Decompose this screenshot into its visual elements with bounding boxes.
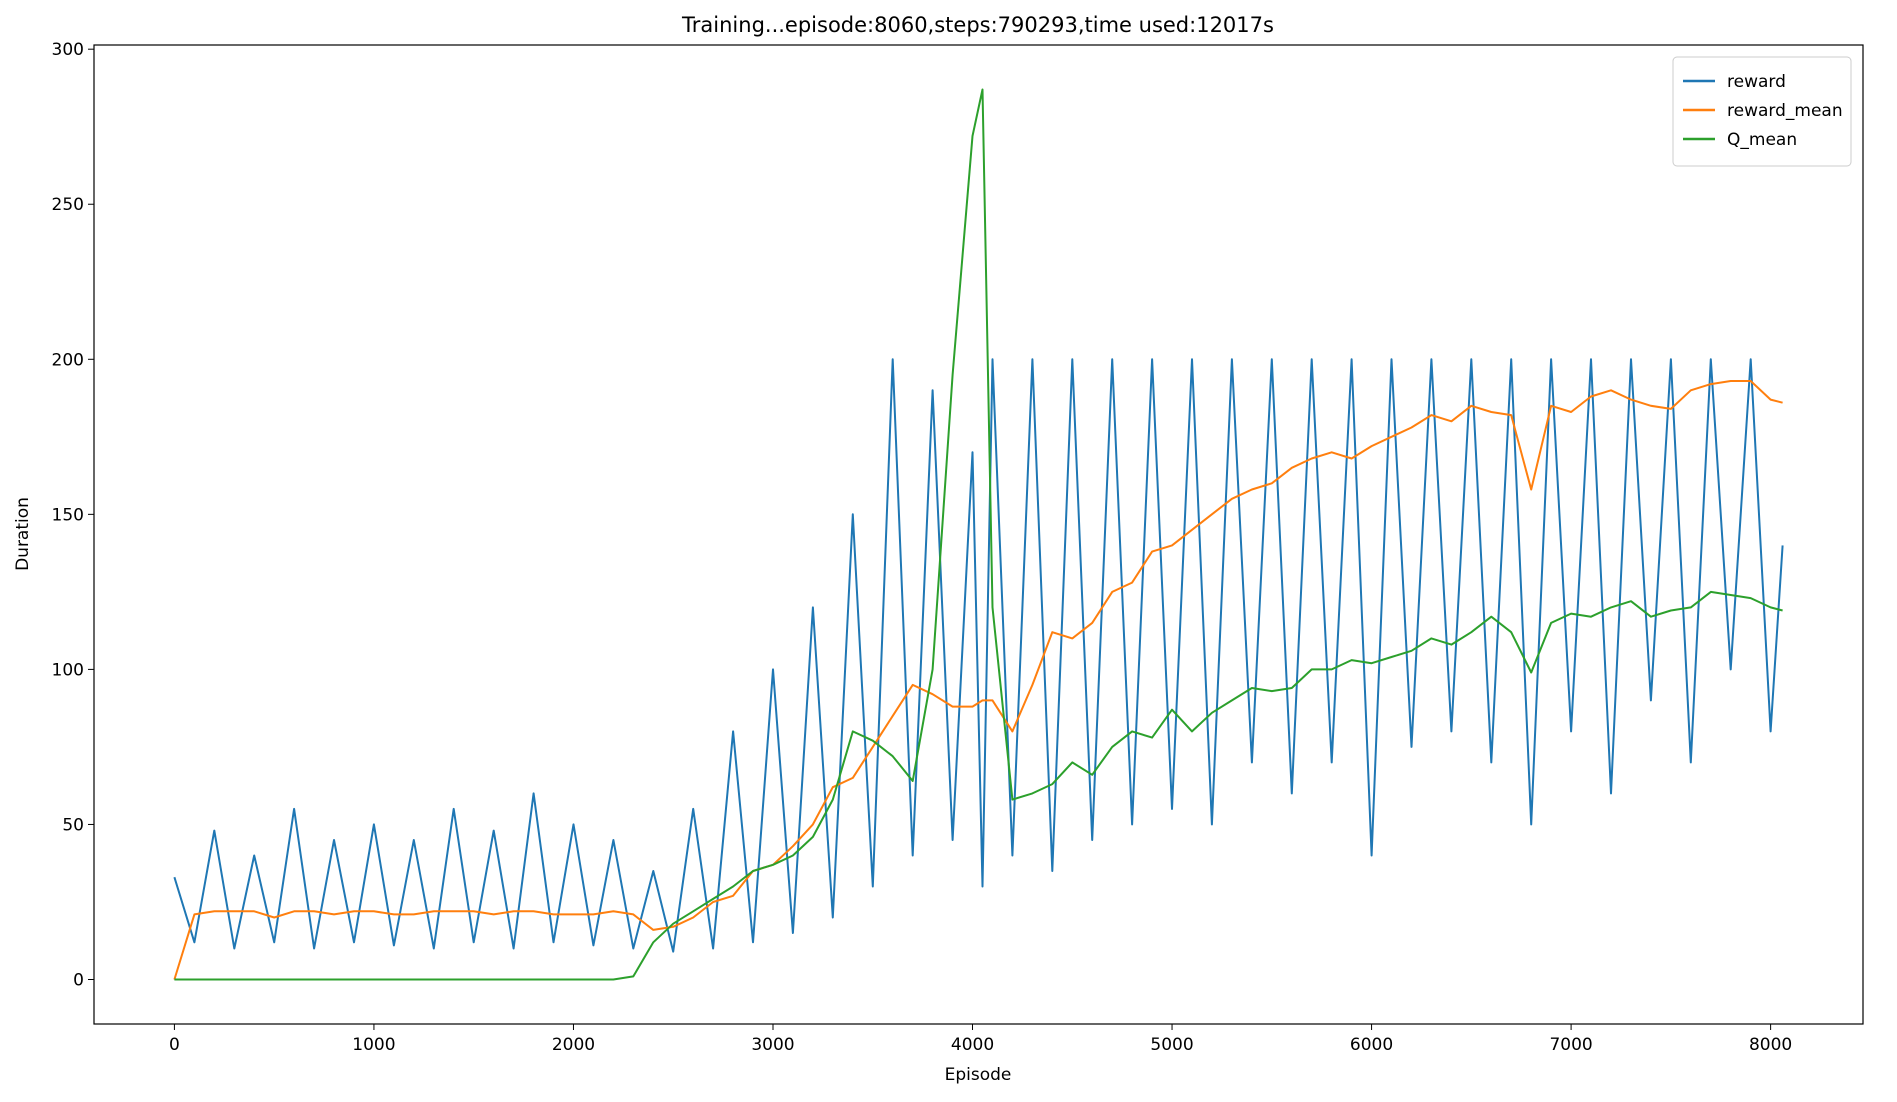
series-line	[174, 88, 1783, 981]
legend-label: reward	[1727, 72, 1786, 92]
x-tick-label: 0	[169, 1035, 180, 1055]
y-tick-label: 200	[52, 350, 84, 370]
y-tick-label: 300	[52, 40, 84, 60]
series-line	[173, 358, 1784, 953]
x-tick-label: 7000	[1549, 1035, 1592, 1055]
series-line	[173, 380, 1783, 980]
y-tick-label: 150	[52, 505, 84, 525]
plot-frame	[93, 44, 1864, 1025]
x-tick-label: 2000	[552, 1035, 595, 1055]
legend-label: reward_mean	[1727, 101, 1843, 121]
y-tick-label: 0	[73, 971, 84, 991]
x-tick-label: 3000	[751, 1035, 794, 1055]
chart-title: Training...episode:8060,steps:790293,tim…	[681, 13, 1274, 37]
x-axis-label: Episode	[945, 1065, 1012, 1085]
x-tick-label: 6000	[1350, 1035, 1393, 1055]
y-tick-label: 100	[52, 660, 84, 680]
y-tick-label: 250	[52, 195, 84, 215]
y-axis-label: Duration	[13, 497, 33, 571]
x-tick-label: 8000	[1749, 1035, 1792, 1055]
x-tick-label: 1000	[352, 1035, 395, 1055]
y-tick-label: 50	[62, 815, 84, 835]
x-tick-label: 5000	[1150, 1035, 1193, 1055]
x-tick-label: 4000	[951, 1035, 994, 1055]
legend-box	[1672, 56, 1852, 167]
legend-label: Q_mean	[1727, 130, 1797, 150]
